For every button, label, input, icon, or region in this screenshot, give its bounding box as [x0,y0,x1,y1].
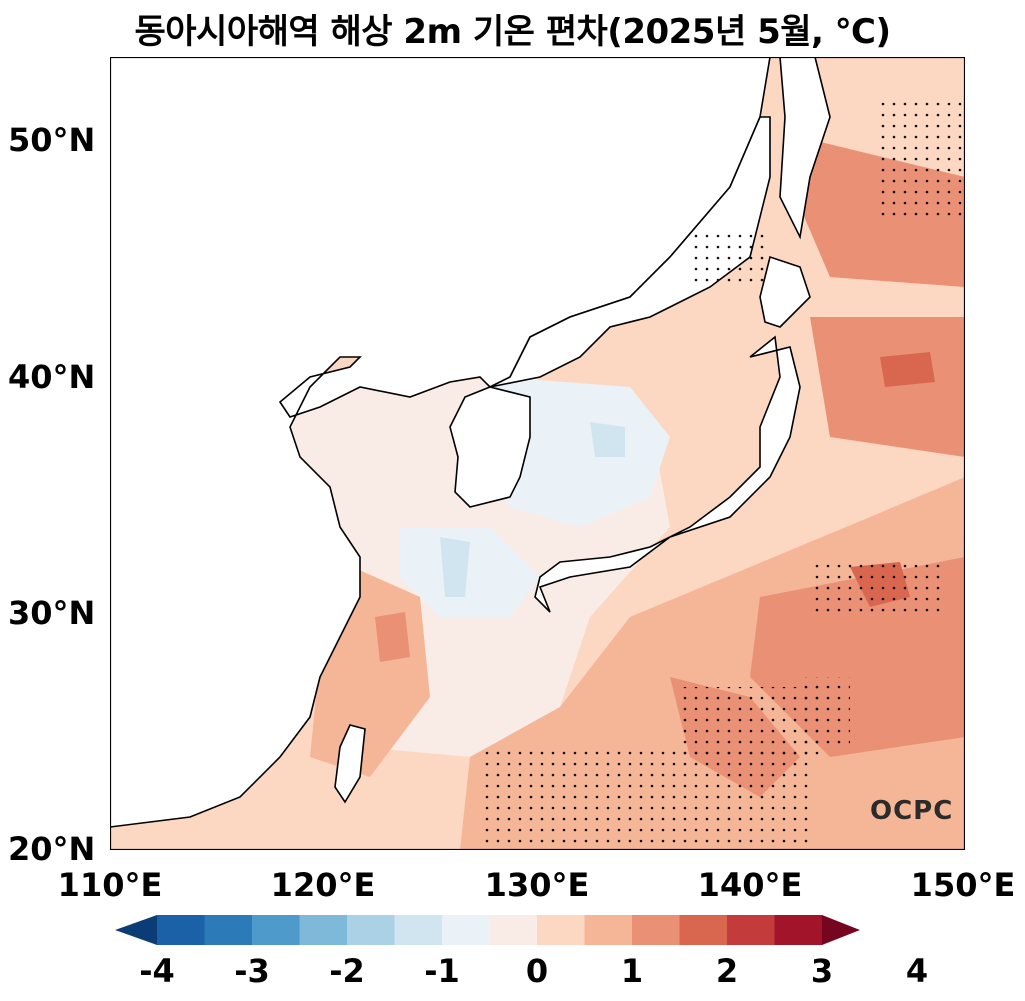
cbar-tick: 3 [810,952,834,990]
taiwan-land [334,724,366,804]
y-tick-30n: 30°N [8,594,96,632]
cool-spot [440,537,470,597]
x-tick-150e: 150°E [910,866,1016,904]
cbar-tick: -3 [234,952,270,990]
x-tick-110e: 110°E [57,866,163,904]
y-tick-50n: 50°N [8,121,96,159]
cbar-tick: 0 [525,952,549,990]
stippling [880,97,965,217]
warm-spot [880,352,935,387]
cbar-segment [204,915,253,945]
cbar-segment [632,915,680,945]
cbar-extend-right [822,915,860,945]
cbar-segment [489,915,538,945]
cbar-segment [252,915,300,945]
y-tick-20n: 20°N [8,830,96,868]
y-tick-40n: 40°N [8,358,96,396]
cbar-segment [537,915,585,945]
stippling [800,677,850,747]
stippling [810,557,940,617]
x-tick-130e: 130°E [484,866,590,904]
cbar-segment [394,915,443,945]
cbar-segment [774,915,823,945]
colorbar [115,915,860,945]
cbar-tick: 4 [905,952,929,990]
cool-spot [590,422,625,457]
cbar-segment [347,915,395,945]
warm-field [810,317,965,457]
japan-land [534,335,801,613]
cbar-tick: 1 [620,952,644,990]
anomaly-map [110,57,965,850]
cbar-segment [299,915,348,945]
cbar-segment [584,915,633,945]
warm-spot [375,612,410,662]
cbar-tick: -2 [329,952,365,990]
cool-field [400,527,540,617]
cbar-segment [679,915,728,945]
x-tick-140e: 140°E [697,866,803,904]
stippling [480,747,810,847]
x-tick-120e: 120°E [270,866,376,904]
cbar-segment [727,915,775,945]
cbar-tick: 2 [715,952,739,990]
sakhalin-land [779,57,831,240]
cbar-extend-left [115,915,157,945]
chart-title: 동아시아해역 해상 2m 기온 편차(2025년 5월, ℃) [134,12,891,52]
cbar-tick: -1 [424,952,460,990]
stippling [680,687,820,757]
stippling [690,227,770,287]
korean-peninsula [449,386,531,508]
ocpc-logo: OCPC [870,796,954,826]
cbar-segment [442,915,490,945]
cbar-tick: -4 [139,952,175,990]
cbar-segment [157,915,205,945]
